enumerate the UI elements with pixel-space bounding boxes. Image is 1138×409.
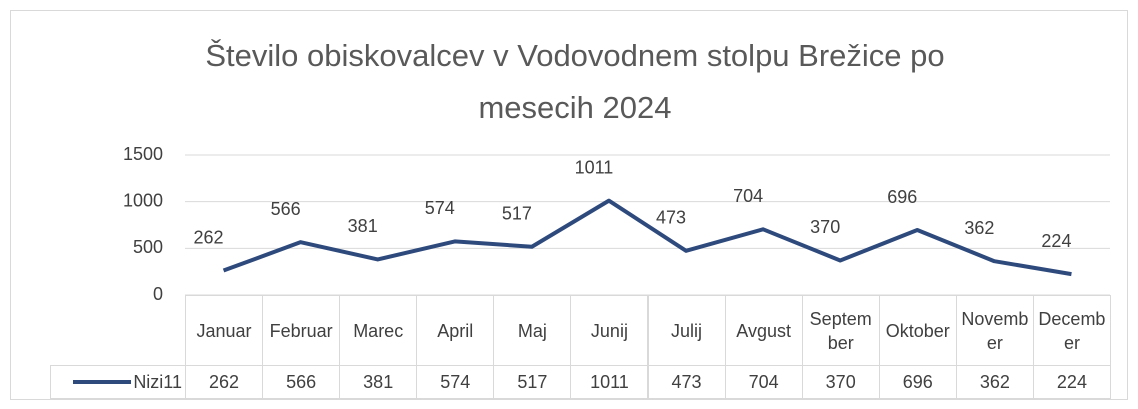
data-label: 370 (810, 217, 840, 237)
data-label: 574 (425, 198, 455, 218)
category-cell: Maj (493, 295, 572, 366)
table-value: 1011 (570, 365, 649, 399)
category-cell: November (955, 295, 1034, 366)
table-value: 262 (185, 365, 264, 399)
category-cell: Marec (339, 295, 418, 366)
table-value: 704 (724, 365, 803, 399)
series-line (222, 198, 1072, 277)
y-tick-label: 1000 (123, 190, 163, 210)
table-value: 362 (955, 365, 1034, 399)
category-cell: Avgust (724, 295, 803, 366)
y-tick-label: 1500 (123, 144, 163, 164)
data-label: 517 (502, 203, 532, 223)
data-label: 381 (348, 216, 378, 236)
data-label: 362 (964, 218, 994, 238)
category-cell: April (416, 295, 495, 366)
table-value: 381 (339, 365, 418, 399)
category-cell: Oktober (878, 295, 957, 366)
table-value: 370 (801, 365, 880, 399)
table-value: 224 (1032, 365, 1111, 399)
data-label: 704 (733, 186, 763, 206)
data-label: 473 (656, 208, 686, 228)
category-cell: Junij (570, 295, 649, 366)
legend-cell: Nizi11 (50, 365, 186, 399)
category-cell: Januar (185, 295, 264, 366)
data-label: 262 (194, 227, 224, 247)
data-label: 566 (271, 199, 301, 219)
table-value: 696 (878, 365, 957, 399)
category-cell: Julij (647, 295, 726, 366)
legend-label: Nizi11 (133, 372, 182, 392)
table-value: 473 (647, 365, 726, 399)
chart-title: Število obiskovalcev v Vodovodnem stolpu… (205, 38, 945, 125)
data-label: 696 (887, 187, 917, 207)
table-value: 517 (493, 365, 572, 399)
data-label: 224 (1041, 231, 1071, 251)
table-value: 574 (416, 365, 495, 399)
category-cell: December (1032, 295, 1111, 366)
chart-frame (10, 10, 1128, 400)
y-tick-label: 0 (153, 284, 163, 304)
legend-key (73, 380, 132, 384)
data-label: 1011 (575, 157, 614, 177)
category-cell: Februar (262, 295, 341, 366)
category-cell: September (801, 295, 880, 366)
table-value: 566 (262, 365, 341, 399)
y-tick-label: 500 (133, 237, 163, 257)
